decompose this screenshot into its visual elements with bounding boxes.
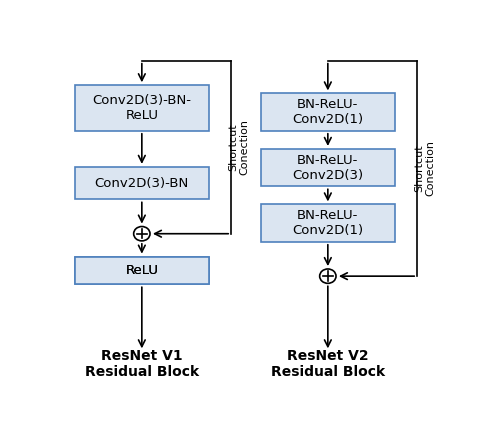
Text: ResNet V2
Residual Block: ResNet V2 Residual Block xyxy=(271,349,385,379)
Text: ReLU: ReLU xyxy=(125,264,158,277)
Text: Conv2D(3)-BN: Conv2D(3)-BN xyxy=(95,177,189,190)
Text: BN-ReLU-
Conv2D(3): BN-ReLU- Conv2D(3) xyxy=(292,153,363,181)
FancyBboxPatch shape xyxy=(261,204,395,242)
Text: ResNet V1
Residual Block: ResNet V1 Residual Block xyxy=(85,349,199,379)
FancyBboxPatch shape xyxy=(75,257,209,285)
Text: BN-ReLU-
Conv2D(1): BN-ReLU- Conv2D(1) xyxy=(292,98,363,126)
Text: Conv2D(3)-BN-
ReLU: Conv2D(3)-BN- ReLU xyxy=(92,94,192,122)
Text: Shortcut
Conection: Shortcut Conection xyxy=(414,140,435,196)
FancyBboxPatch shape xyxy=(75,257,209,285)
Text: Shortcut
Conection: Shortcut Conection xyxy=(228,119,250,175)
FancyBboxPatch shape xyxy=(75,85,209,131)
Text: ReLU: ReLU xyxy=(125,264,158,277)
FancyBboxPatch shape xyxy=(261,149,395,187)
FancyBboxPatch shape xyxy=(261,93,395,131)
Text: BN-ReLU-
Conv2D(1): BN-ReLU- Conv2D(1) xyxy=(292,209,363,237)
FancyBboxPatch shape xyxy=(75,167,209,199)
